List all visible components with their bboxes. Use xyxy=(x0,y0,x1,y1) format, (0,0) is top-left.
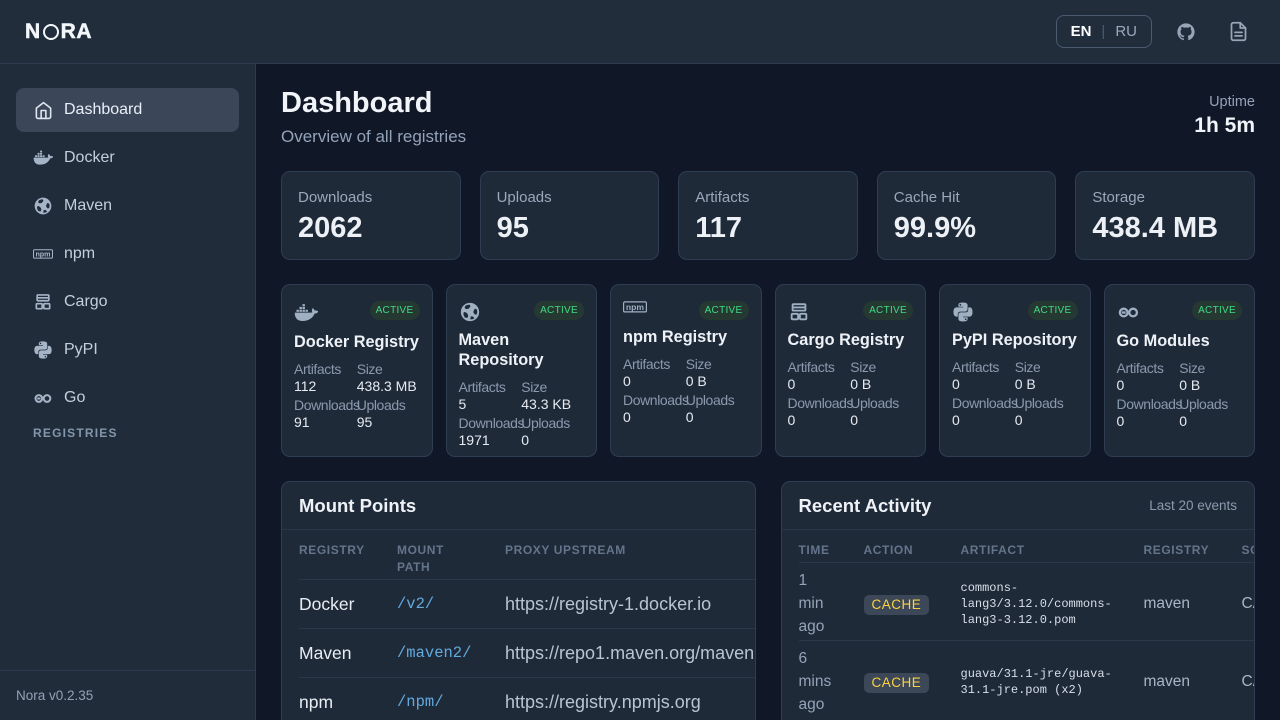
svg-text:npm: npm xyxy=(626,302,644,312)
svg-text:npm: npm xyxy=(35,251,50,259)
